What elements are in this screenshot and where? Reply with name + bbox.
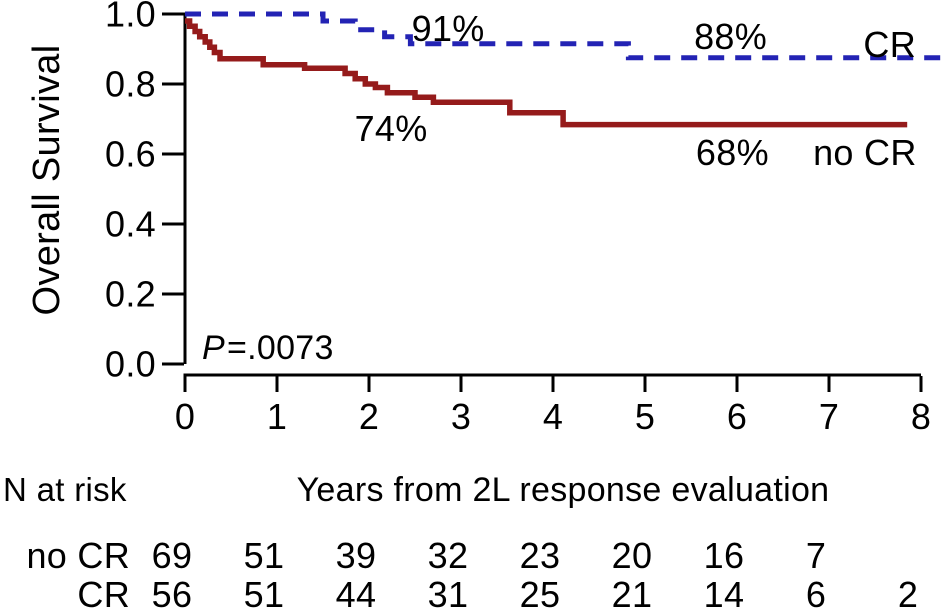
risk-count: 51: [244, 574, 285, 613]
risk-table-group: no CR 69 51 39 32 23 20 16 7 CR 56 51 44 31 25 21 14 6 2: [26, 535, 918, 613]
y-tick-label: 0.6: [105, 134, 156, 175]
no-cr-curve: [185, 18, 908, 128]
risk-count: 21: [612, 574, 653, 613]
risk-count: 32: [428, 535, 469, 576]
x-tick-label: 8: [911, 396, 931, 437]
risk-table-header: N at risk: [3, 471, 127, 508]
risk-count: 51: [244, 535, 285, 576]
risk-count: 14: [704, 574, 745, 613]
risk-count: 39: [336, 535, 377, 576]
risk-count: 56: [152, 574, 193, 613]
y-tick-label: 0.8: [105, 64, 156, 105]
x-tick-label: 6: [727, 396, 747, 437]
x-tick-label: 3: [451, 396, 471, 437]
risk-count: 2: [898, 574, 918, 613]
y-axis-title: Overall Survival: [26, 45, 68, 316]
x-tick-label: 7: [819, 396, 839, 437]
y-tick-label: 1.0: [105, 0, 156, 35]
x-tick-label: 0: [175, 396, 195, 437]
x-tick-label: 2: [359, 396, 379, 437]
risk-count: 69: [152, 535, 193, 576]
cr-curve: [185, 11, 949, 61]
x-tick-label: 4: [543, 396, 563, 437]
risk-row-label: no CR: [26, 535, 130, 576]
x-tick-label: 5: [635, 396, 655, 437]
series-label: CR: [863, 24, 916, 65]
risk-count: 44: [336, 574, 377, 613]
x-tick-label: 1: [267, 396, 287, 437]
y-tick-label: 0.2: [105, 274, 156, 315]
curve-annotations-group: 91% 88% CR 74% 68% no CR: [355, 8, 917, 173]
risk-count: 6: [806, 574, 826, 613]
risk-count: 23: [520, 535, 561, 576]
p-value-symbol: P: [202, 329, 225, 367]
risk-count: 7: [806, 535, 826, 576]
risk-count: 25: [520, 574, 561, 613]
percent-annotation: 88%: [694, 16, 767, 57]
risk-count: 16: [704, 535, 745, 576]
risk-row-label: CR: [77, 574, 130, 613]
y-tick-label: 0.4: [105, 204, 156, 245]
axes-group: 0.0 0.2 0.4 0.6 0.8 1.0 0 1 2 3 4 5 6 7 8: [105, 0, 931, 437]
risk-count: 20: [612, 535, 653, 576]
risk-count: 31: [428, 574, 469, 613]
p-value-label: P=.0073: [202, 329, 334, 367]
percent-annotation: 74%: [355, 108, 428, 149]
percent-annotation: 68%: [696, 132, 769, 173]
y-tick-label: 0.0: [105, 344, 156, 385]
survival-curves-group: [185, 11, 949, 128]
p-value-number: =.0073: [227, 329, 334, 367]
series-label: no CR: [813, 132, 917, 173]
percent-annotation: 91%: [412, 8, 485, 49]
x-axis-title: Years from 2L response evaluation: [297, 471, 830, 509]
